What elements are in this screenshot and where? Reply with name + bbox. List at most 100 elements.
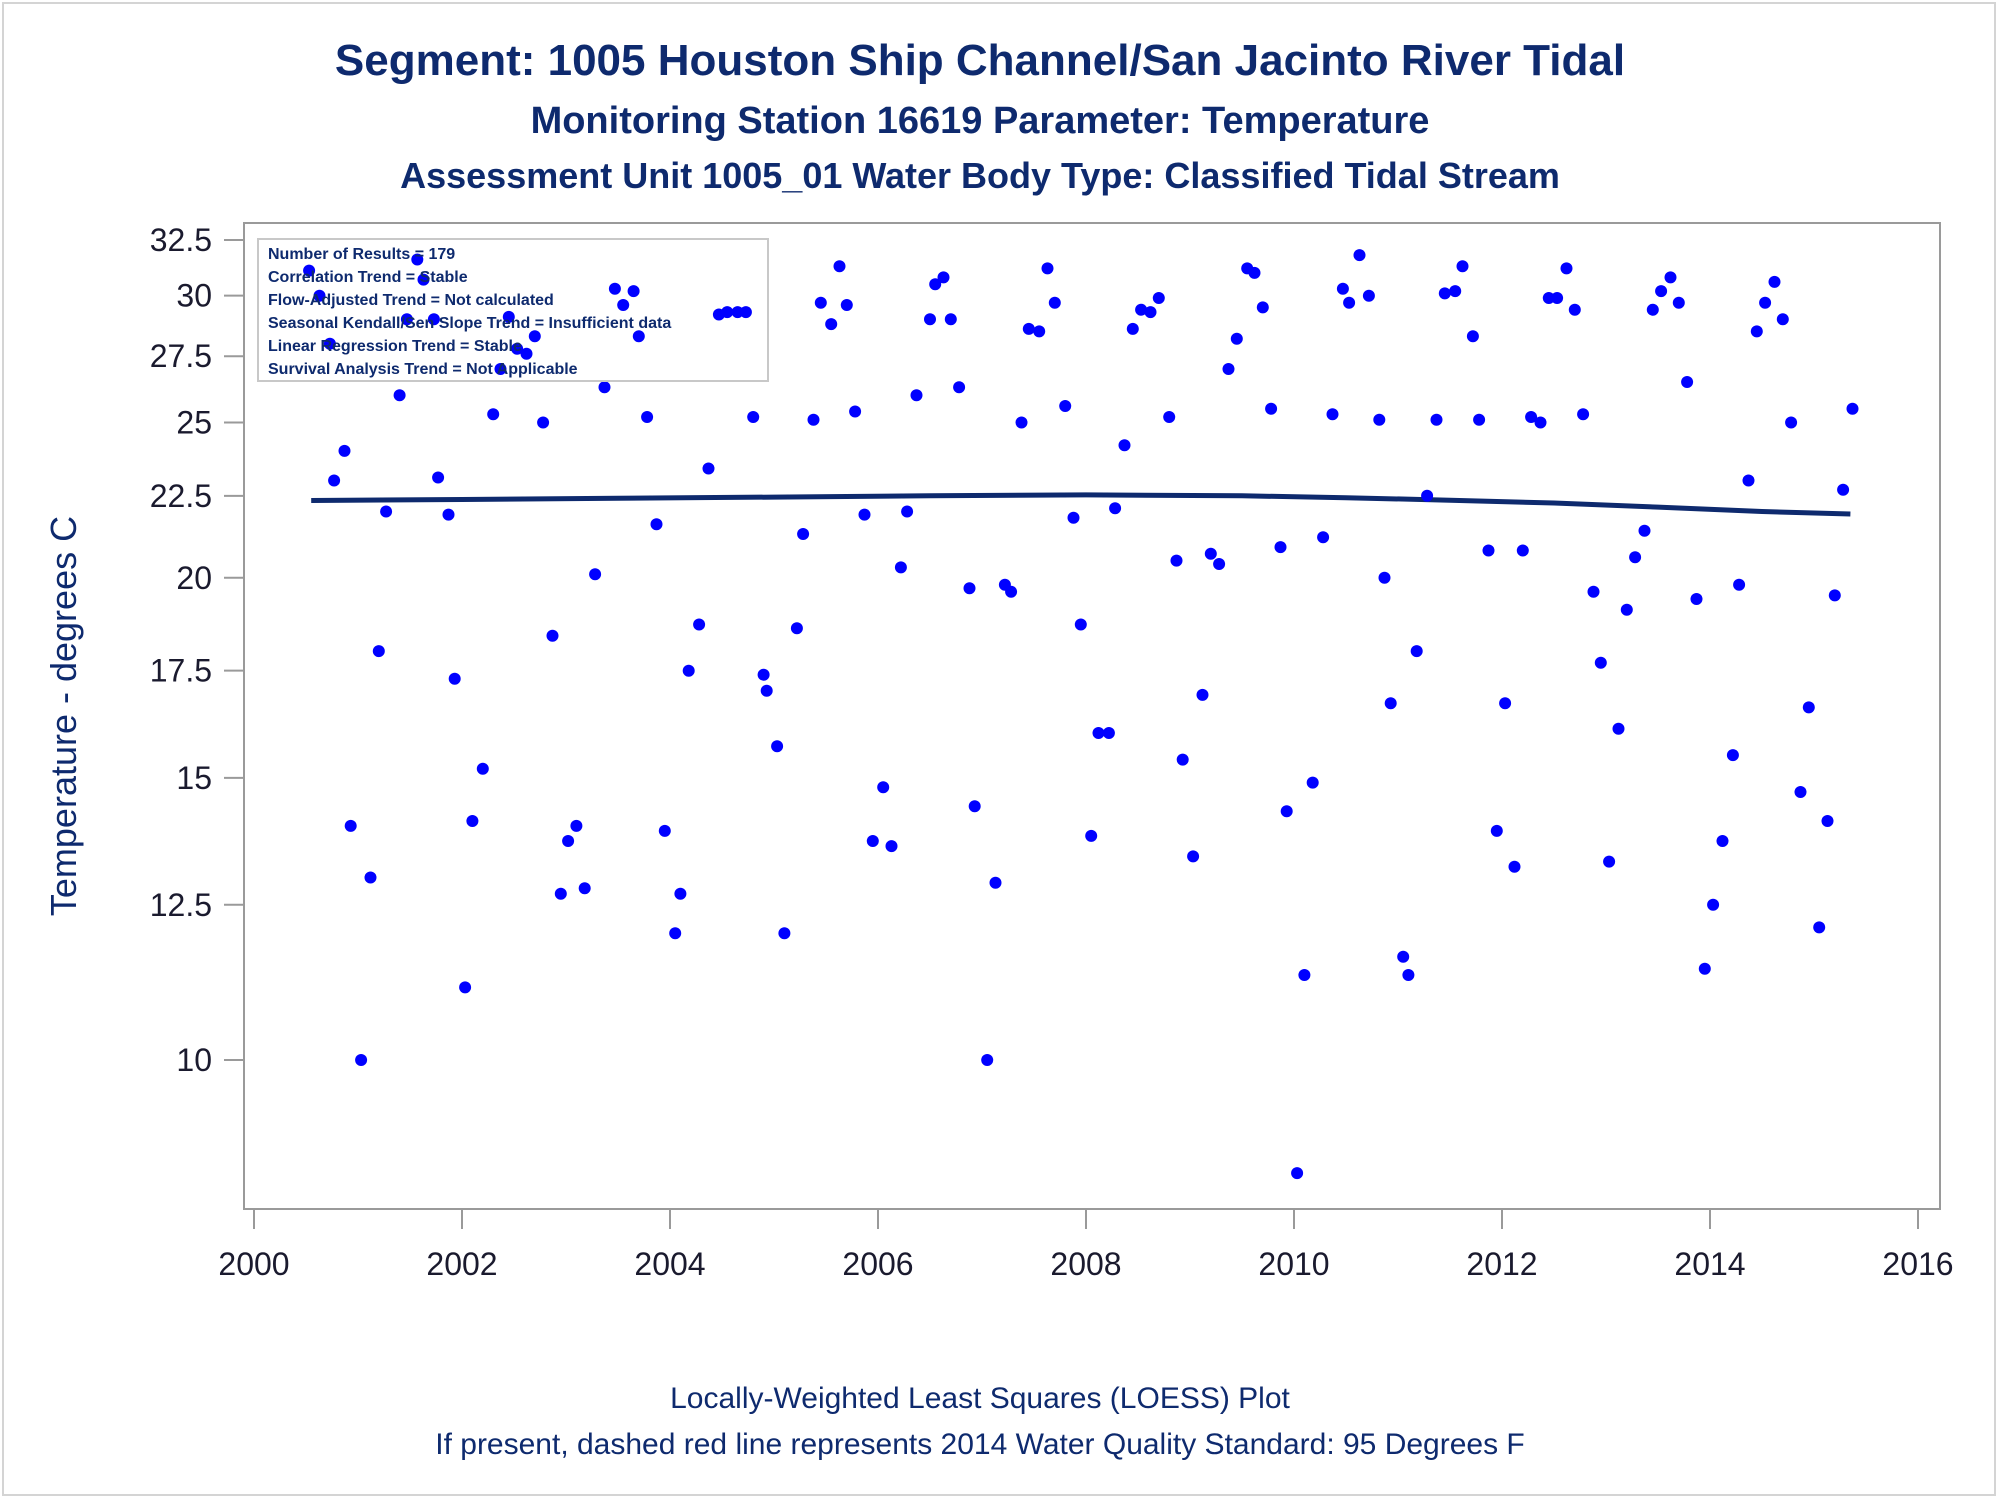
data-point — [1759, 296, 1772, 309]
data-point — [1813, 921, 1826, 934]
chart-subtitle-assessment: Assessment Unit 1005_01 Water Body Type:… — [400, 155, 1560, 196]
data-point — [562, 835, 575, 847]
data-point — [1298, 969, 1311, 981]
data-point — [682, 664, 695, 677]
stats-box-frame — [257, 238, 769, 382]
data-point — [1126, 322, 1139, 335]
stats-line: Seasonal Kendall/Sen Slope Trend = Insuf… — [268, 315, 671, 332]
data-point — [1821, 815, 1834, 827]
data-point — [1620, 603, 1633, 616]
data-point — [1373, 413, 1386, 426]
footnote-standard: If present, dashed red line represents 2… — [435, 1428, 1525, 1461]
data-point — [1449, 285, 1462, 298]
data-point — [448, 672, 461, 685]
x-tick-label: 2006 — [842, 1246, 913, 1282]
data-point — [1085, 829, 1098, 842]
data-point — [627, 285, 640, 298]
data-point — [1577, 408, 1590, 421]
data-point — [968, 800, 981, 813]
data-point — [323, 337, 336, 350]
data-point — [1612, 722, 1625, 735]
data-point — [849, 405, 862, 418]
data-point — [1402, 969, 1415, 981]
y-tick-label: 12.5 — [150, 887, 212, 923]
data-points — [303, 249, 1859, 1180]
data-point — [1059, 400, 1072, 412]
data-point — [1456, 260, 1469, 273]
data-point — [1837, 483, 1850, 496]
x-tick-label: 2012 — [1466, 1246, 1537, 1282]
data-point — [578, 882, 591, 895]
data-point — [1204, 547, 1217, 560]
data-point — [840, 299, 853, 311]
x-tick-label: 2002 — [426, 1246, 497, 1282]
data-point — [1048, 296, 1061, 309]
data-point — [1092, 727, 1105, 739]
data-point — [1022, 322, 1035, 335]
data-point — [989, 876, 1002, 889]
data-point — [953, 381, 966, 394]
y-tick-label: 32.5 — [150, 222, 212, 258]
y-axis-title: Temperature - degrees C — [43, 516, 84, 916]
data-point — [1534, 416, 1547, 429]
data-point — [731, 306, 744, 319]
data-point — [1587, 585, 1600, 598]
plot-area-frame — [243, 222, 1941, 1210]
data-point — [1213, 558, 1226, 570]
data-point — [1248, 266, 1261, 279]
data-point — [825, 318, 838, 331]
data-point — [1655, 285, 1668, 298]
data-point — [771, 740, 784, 753]
data-point — [1750, 325, 1763, 338]
data-point — [833, 260, 846, 273]
data-point — [757, 668, 770, 681]
data-point — [1508, 860, 1521, 873]
data-point — [1568, 303, 1581, 316]
data-point — [520, 347, 533, 360]
data-point — [1170, 554, 1183, 567]
data-point — [1230, 332, 1243, 345]
chart-subtitle-station: Monitoring Station 16619 Parameter: Temp… — [530, 100, 1430, 142]
y-tick-label: 15 — [176, 760, 212, 796]
data-point — [1768, 275, 1781, 288]
data-point — [570, 819, 583, 832]
data-point — [476, 762, 489, 775]
stats-line: Survival Analysis Trend = Not Applicable — [268, 361, 578, 378]
data-point — [1280, 805, 1293, 818]
y-tick-label: 20 — [176, 560, 212, 596]
data-point — [313, 289, 326, 302]
x-tick-label: 2000 — [218, 1246, 289, 1282]
data-point — [1144, 306, 1157, 319]
x-tick-label: 2008 — [1050, 1246, 1121, 1282]
data-point — [1785, 416, 1798, 429]
data-point — [1067, 511, 1080, 524]
data-point — [528, 330, 541, 343]
data-point — [1690, 593, 1703, 605]
data-point — [1317, 531, 1330, 544]
data-point — [1776, 313, 1789, 326]
x-tick-label: 2016 — [1882, 1246, 1953, 1282]
data-point — [1473, 413, 1486, 426]
data-point — [1274, 541, 1287, 554]
data-point — [778, 927, 791, 940]
data-point — [929, 278, 942, 291]
data-point — [608, 282, 621, 295]
chart-title: Segment: 1005 Houston Ship Channel/San J… — [334, 36, 1626, 85]
data-point — [442, 508, 455, 521]
data-point — [1603, 855, 1616, 868]
data-point — [411, 253, 424, 266]
data-point — [1707, 898, 1720, 911]
stats-line: Correlation Trend = Stable — [268, 269, 468, 286]
data-point — [380, 505, 393, 518]
y-tick-label: 25 — [176, 405, 212, 441]
data-point — [1681, 376, 1694, 388]
data-point — [910, 389, 923, 402]
data-point — [598, 381, 611, 394]
data-point — [1256, 301, 1269, 314]
data-point — [511, 342, 524, 355]
data-point — [1430, 413, 1443, 426]
x-tick-label: 2010 — [1258, 1246, 1329, 1282]
data-point — [963, 582, 976, 595]
